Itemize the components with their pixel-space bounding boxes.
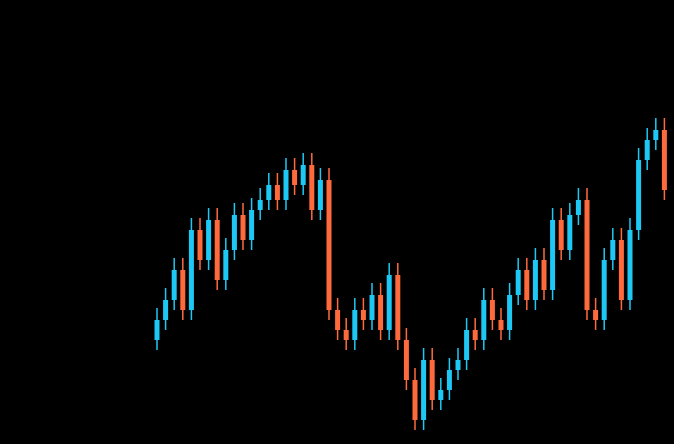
candle-body [429, 360, 435, 400]
candle-body [567, 215, 573, 250]
candle-body [524, 270, 530, 300]
candle-body [584, 200, 590, 310]
candle-body [412, 380, 418, 420]
candle-body [154, 320, 160, 340]
candle-body [395, 275, 401, 340]
candle-body [335, 310, 341, 330]
candle-body [618, 240, 624, 300]
candle-body [627, 230, 633, 300]
candle-body [171, 270, 177, 300]
candle-body [653, 130, 659, 140]
candle-body [386, 275, 392, 330]
candle-body [593, 310, 599, 320]
candle-body [636, 160, 642, 230]
candle-body [644, 140, 650, 160]
candle-body [532, 260, 538, 300]
candle-body [403, 340, 409, 380]
candle-body [515, 270, 521, 295]
candle-body [309, 165, 315, 210]
candle-body [610, 240, 616, 260]
candle-body [541, 260, 547, 290]
candle-body [481, 300, 487, 340]
candle-body [575, 200, 581, 215]
candle-body [489, 300, 495, 320]
candle-body [343, 330, 349, 340]
candle-body [601, 260, 607, 320]
candle-body [661, 130, 667, 190]
candle-body [326, 180, 332, 310]
candle-body [266, 185, 272, 200]
candle-body [507, 295, 513, 330]
candle-body [180, 270, 186, 310]
candle-body [214, 220, 220, 280]
candle-body [240, 215, 246, 240]
candle-body [360, 310, 366, 320]
candle-body [455, 360, 461, 370]
candle-body [206, 220, 212, 260]
candle-body [558, 220, 564, 250]
candle-body [438, 390, 444, 400]
candle-body [498, 320, 504, 330]
candle-body [472, 330, 478, 340]
candle-body [378, 295, 384, 330]
candle-body [352, 310, 358, 340]
candle-body [249, 210, 255, 240]
candle-body [550, 220, 556, 290]
candle-body [188, 230, 194, 310]
candle-body [197, 230, 203, 260]
candle-body [163, 300, 169, 320]
candle-body [223, 250, 229, 280]
candle-body [231, 215, 237, 250]
candle-body [317, 180, 323, 210]
candle-body [283, 170, 289, 200]
candle-body [464, 330, 470, 360]
candle-body [421, 360, 427, 420]
candle-body [446, 370, 452, 390]
candle-body [300, 165, 306, 185]
candle-body [369, 295, 375, 320]
candle-body [274, 185, 280, 200]
candle-body [257, 200, 263, 210]
candle-body [292, 170, 298, 185]
